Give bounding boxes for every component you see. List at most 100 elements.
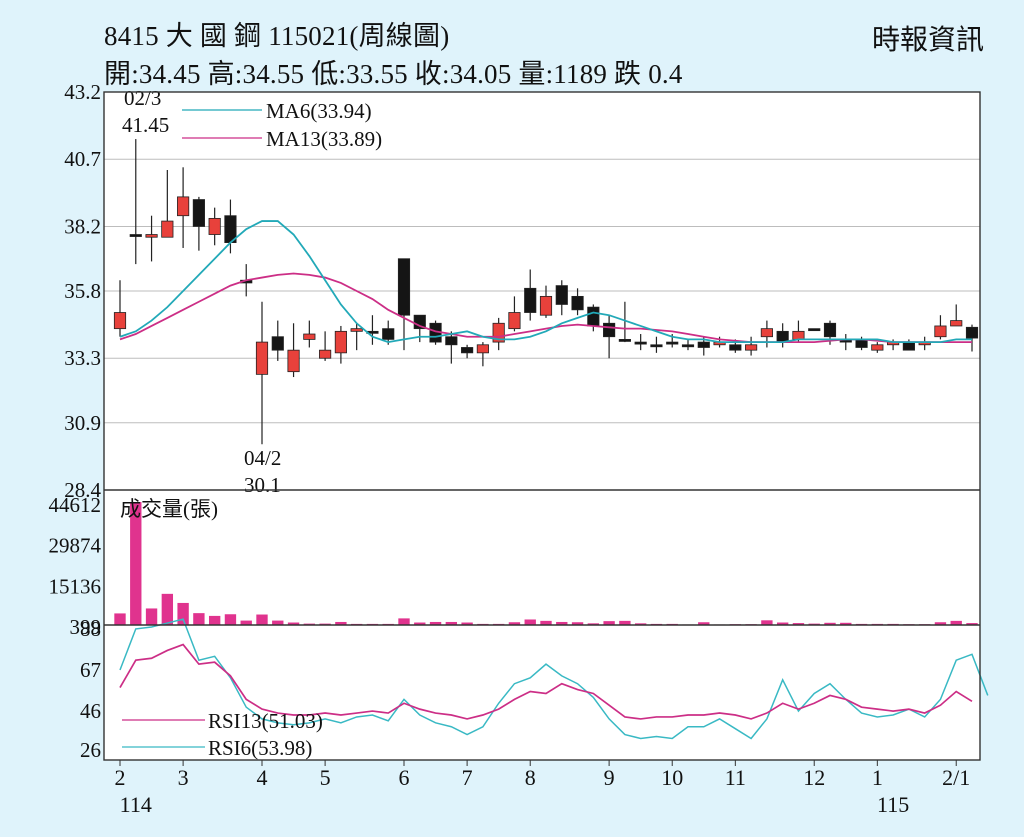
candle-body bbox=[934, 325, 947, 338]
candle-body bbox=[161, 220, 174, 238]
high-value-annotation: 41.45 bbox=[122, 113, 169, 137]
candle-body bbox=[760, 328, 773, 338]
x-axis-label: 12 bbox=[803, 765, 825, 790]
x-axis-label: 3 bbox=[178, 765, 189, 790]
candle-body bbox=[792, 330, 805, 340]
ohlc-summary: 開:34.45 高:34.55 低:33.55 收:34.05 量:1189 跌… bbox=[104, 59, 683, 89]
candle-body bbox=[965, 326, 979, 339]
volume-bar bbox=[587, 623, 600, 625]
x-axis-label: 4 bbox=[257, 765, 268, 790]
x-axis-label: 10 bbox=[661, 765, 683, 790]
volume-bar bbox=[161, 593, 174, 625]
candle-body bbox=[587, 306, 600, 327]
volume-bar bbox=[934, 622, 947, 625]
candle-body bbox=[145, 234, 158, 238]
volume-bar bbox=[240, 620, 252, 625]
candle-body bbox=[461, 347, 474, 354]
volume-bar bbox=[571, 622, 584, 625]
volume-title: 成交量(張) bbox=[120, 497, 218, 521]
price-tick-label: 40.7 bbox=[64, 147, 101, 171]
x-axis-label: 8 bbox=[525, 765, 536, 790]
volume-bar bbox=[414, 622, 426, 625]
candle-body bbox=[271, 336, 284, 351]
candle-body bbox=[287, 349, 300, 373]
candle-body bbox=[618, 339, 631, 342]
volume-bar bbox=[792, 623, 805, 625]
candle-body bbox=[902, 341, 915, 351]
source-label: 時報資訊 bbox=[871, 25, 984, 56]
candle-body bbox=[697, 341, 710, 348]
volume-bar bbox=[840, 622, 852, 625]
volume-tick-label: 29874 bbox=[49, 534, 102, 558]
volume-bar bbox=[272, 620, 284, 625]
volume-bar bbox=[603, 621, 615, 625]
x-axis-label: 1 bbox=[872, 765, 883, 790]
price-tick-label: 35.8 bbox=[64, 279, 101, 303]
rsi6-legend-label: RSI6(53.98) bbox=[208, 736, 312, 760]
volume-bar bbox=[619, 620, 631, 625]
volume-tick-label: 399 bbox=[70, 615, 102, 639]
candle-body bbox=[113, 312, 127, 330]
candle-body bbox=[208, 217, 221, 235]
candle-body bbox=[192, 199, 205, 227]
volume-bar bbox=[193, 613, 205, 625]
candle-body bbox=[681, 344, 695, 348]
volume-bar bbox=[508, 622, 521, 625]
rsi-tick-label: 67 bbox=[80, 658, 101, 682]
candle-body bbox=[129, 234, 142, 237]
candle-body bbox=[571, 295, 584, 311]
ma6-line bbox=[119, 220, 972, 344]
volume-bar bbox=[461, 622, 473, 625]
volume-bar bbox=[256, 614, 268, 625]
candle-body bbox=[303, 333, 316, 340]
volume-bar bbox=[145, 608, 158, 625]
volume-bar bbox=[429, 621, 442, 625]
rsi-tick-label: 46 bbox=[80, 699, 101, 723]
candle-body bbox=[650, 344, 663, 348]
candle-body bbox=[666, 341, 679, 345]
ma13-line bbox=[119, 272, 972, 343]
candle-body bbox=[776, 330, 789, 343]
volume-bar bbox=[287, 622, 300, 625]
volume-bar bbox=[177, 602, 189, 625]
candle-body bbox=[745, 344, 758, 351]
candle-body bbox=[334, 330, 347, 354]
year-label: 114 bbox=[120, 792, 152, 817]
candle-body bbox=[397, 258, 411, 316]
volume-bar bbox=[698, 622, 710, 625]
candle-body bbox=[319, 349, 332, 359]
volume-bar bbox=[540, 620, 552, 625]
low-value-annotation: 30.1 bbox=[244, 473, 281, 497]
price-tick-label: 30.9 bbox=[64, 411, 101, 435]
candle-body bbox=[634, 341, 647, 345]
candle-body bbox=[476, 344, 489, 354]
x-axis-label: 2 bbox=[115, 765, 126, 790]
volume-bar bbox=[445, 621, 458, 625]
x-axis-label: 6 bbox=[399, 765, 410, 790]
low-date-annotation: 04/2 bbox=[244, 446, 281, 470]
chart-frame bbox=[103, 91, 981, 761]
candle-body bbox=[539, 295, 553, 316]
volume-bar bbox=[761, 620, 773, 625]
volume-bar bbox=[130, 502, 142, 625]
volume-bar bbox=[824, 622, 836, 625]
rsi-tick-label: 26 bbox=[80, 738, 101, 762]
price-tick-label: 38.2 bbox=[64, 214, 101, 238]
volume-bar bbox=[208, 615, 221, 625]
candle-body bbox=[350, 328, 363, 332]
candle-body bbox=[382, 328, 395, 340]
candle-body bbox=[177, 196, 190, 217]
volume-bar bbox=[556, 621, 568, 625]
rsi13-line bbox=[119, 643, 973, 720]
volume-bar bbox=[224, 614, 237, 625]
ma13-legend-label: MA13(33.89) bbox=[266, 127, 382, 151]
volume-tick-label: 44612 bbox=[49, 493, 102, 517]
volume-bar bbox=[524, 619, 536, 625]
price-tick-label: 43.2 bbox=[64, 80, 101, 104]
candle-body bbox=[524, 287, 537, 313]
volume-bar bbox=[634, 623, 647, 625]
volume-bar bbox=[950, 620, 962, 625]
x-axis-label: 7 bbox=[462, 765, 473, 790]
rsi13-legend-label: RSI13(51.03) bbox=[208, 709, 323, 733]
candle-body bbox=[492, 322, 505, 343]
